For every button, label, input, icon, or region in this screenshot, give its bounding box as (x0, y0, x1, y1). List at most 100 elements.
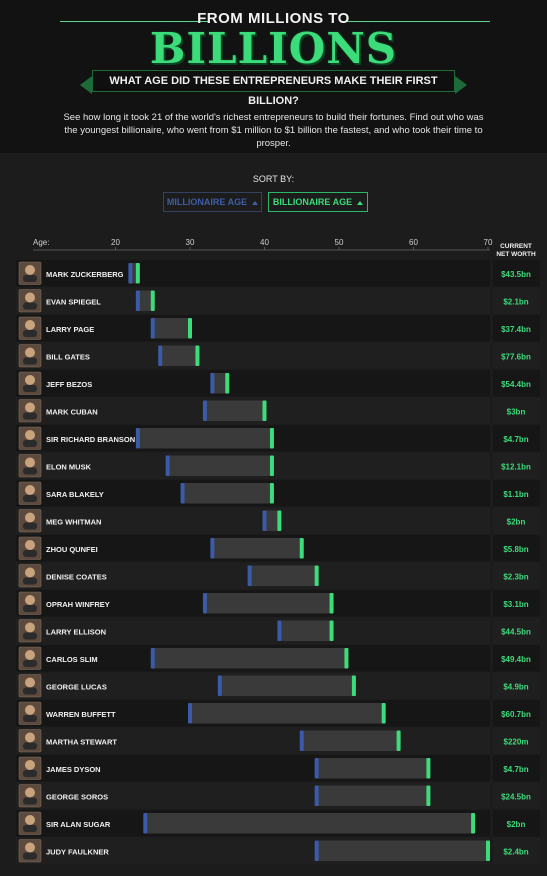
entrepreneur-name: OPRAH WINFREY (46, 600, 110, 609)
net-worth-cell (493, 617, 540, 644)
entrepreneur-name: SIR ALAN SUGAR (46, 820, 111, 829)
main-title: BILLIONS (149, 24, 398, 73)
entrepreneur-name: LARRY PAGE (46, 325, 94, 334)
entrepreneur-name: ELON MUSK (46, 462, 92, 471)
ribbon-tail-right (455, 76, 467, 94)
age-range-bar (152, 318, 190, 339)
axis-tick-label: 60 (409, 238, 418, 247)
avatar-shoulders-icon (23, 852, 37, 860)
entrepreneur-name: SARA BLAKELY (46, 490, 104, 499)
age-range-bar (160, 345, 198, 366)
age-range-bar (316, 840, 488, 861)
billionaire-age-marker (135, 263, 140, 284)
net-worth-cell (493, 287, 540, 314)
age-range-bar (137, 290, 153, 311)
axis-tick-label: 20 (111, 238, 120, 247)
billionaire-age-marker (150, 290, 155, 311)
axis-tick-label: 50 (335, 238, 344, 247)
sort-billionaire-age-button[interactable]: BILLIONAIRE AGE (268, 192, 368, 212)
millionaire-age-marker (262, 510, 267, 531)
age-range-bar (249, 565, 317, 586)
millionaire-age-marker (202, 400, 207, 421)
avatar-face-icon (25, 842, 35, 853)
ribbon-tail-left (80, 76, 92, 94)
net-worth-value: $1.1bn (503, 490, 528, 499)
millionaire-age-marker (314, 785, 319, 806)
net-worth-cell (493, 342, 540, 369)
net-worth-cell (493, 810, 540, 837)
net-worth-value: $3bn (507, 407, 526, 416)
net-worth-value: $220m (504, 737, 529, 746)
net-worth-value: $24.5bn (501, 792, 531, 801)
avatar-shoulders-icon (23, 412, 37, 420)
entrepreneur-name: GEORGE SOROS (46, 792, 108, 801)
age-range-bar (219, 675, 354, 696)
age-range-bar (137, 428, 272, 449)
avatar-face-icon (25, 320, 35, 330)
billionaire-age-marker (344, 648, 349, 669)
sort-millionaire-label: MILLIONAIRE AGE (166, 197, 248, 207)
net-worth-value: $60.7bn (501, 710, 531, 719)
avatar-face-icon (25, 567, 35, 578)
net-worth-cell (493, 507, 540, 534)
row-background (16, 260, 490, 287)
row-background (16, 727, 490, 754)
avatar-shoulders-icon (23, 467, 37, 475)
billionaire-age-marker (277, 510, 282, 531)
net-worth-cell (493, 480, 540, 507)
net-worth-value: $44.5bn (501, 627, 531, 636)
billionaire-age-marker (486, 840, 490, 861)
avatar-shoulders-icon (23, 522, 37, 530)
row-background (16, 370, 490, 397)
millionaire-age-marker (150, 648, 155, 669)
net-worth-value: $4.7bn (503, 435, 528, 444)
row-background (16, 315, 490, 342)
entrepreneur-name: DENISE COATES (46, 572, 107, 581)
row-background (16, 507, 490, 534)
kicker-title: FROM MILLIONS TO (197, 10, 350, 27)
avatar-face-icon (25, 347, 35, 358)
entrepreneur-name: JEFF BEZOS (46, 380, 92, 389)
avatar-shoulders-icon (23, 550, 37, 557)
net-worth-cell (493, 315, 540, 342)
age-range-bar (182, 483, 272, 504)
millionaire-age-marker (247, 565, 252, 586)
age-range-bar (167, 455, 272, 476)
avatar-shoulders-icon (23, 605, 37, 612)
net-worth-value: $43.5bn (501, 270, 531, 279)
row-background (16, 617, 490, 644)
age-range-bar (152, 648, 347, 669)
millionaire-age-marker (165, 455, 170, 476)
net-worth-cell (493, 260, 540, 287)
billionaire-age-marker (299, 538, 304, 559)
billionaire-age-marker (269, 455, 274, 476)
age-range-bar (212, 373, 228, 394)
entrepreneur-name: JAMES DYSON (46, 765, 101, 774)
entrepreneur-name: GEORGE LUCAS (46, 682, 107, 691)
avatar-face-icon (25, 650, 35, 660)
avatar-face-icon (25, 292, 35, 303)
axis-tick-label: 30 (186, 238, 195, 247)
axis-label: Age: (33, 238, 49, 247)
billionaire-age-marker (471, 813, 476, 834)
sort-millionaire-age-button[interactable]: MILLIONAIRE AGE (163, 192, 262, 212)
age-range-bar (264, 510, 280, 531)
net-worth-cell (493, 452, 540, 479)
avatar-shoulders-icon (23, 385, 37, 392)
millionaire-age-marker (150, 318, 155, 339)
entrepreneur-name: MARK CUBAN (46, 407, 98, 416)
avatar-shoulders-icon (23, 577, 37, 585)
avatar-shoulders-icon (23, 357, 37, 365)
age-range-bar (212, 538, 302, 559)
billionaire-age-marker (269, 428, 274, 449)
avatar-face-icon (25, 375, 35, 385)
age-range-bar (130, 263, 138, 284)
avatar-shoulders-icon (23, 825, 37, 832)
avatar-shoulders-icon (23, 632, 37, 640)
avatar-face-icon (25, 595, 35, 605)
net-worth-cell (493, 672, 540, 699)
net-worth-cell (493, 397, 540, 424)
age-range-bar (316, 785, 429, 806)
net-worth-cell (493, 782, 540, 809)
